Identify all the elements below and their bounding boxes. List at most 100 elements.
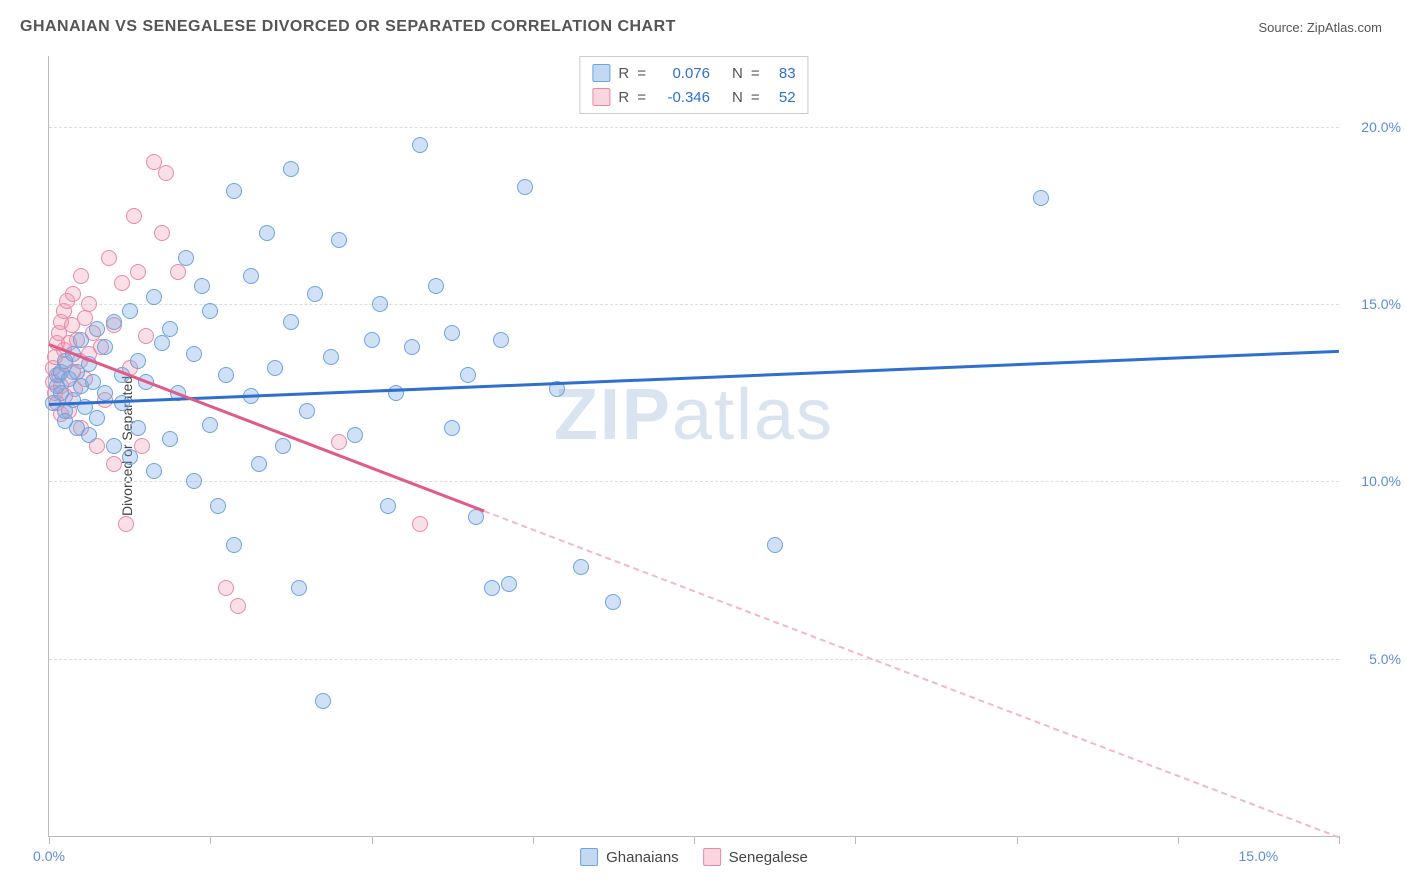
legend-n-label: N xyxy=(732,65,743,82)
data-point xyxy=(283,161,299,177)
legend-swatch xyxy=(703,848,721,866)
data-point xyxy=(307,286,323,302)
data-point xyxy=(122,303,138,319)
data-point xyxy=(81,427,97,443)
xtick-label-left: 0.0% xyxy=(33,848,65,864)
xtick xyxy=(210,836,211,844)
data-point xyxy=(412,137,428,153)
data-point xyxy=(218,580,234,596)
series-legend-item: Ghanaians xyxy=(580,848,679,866)
data-point xyxy=(243,268,259,284)
xtick xyxy=(1339,836,1340,844)
watermark: ZIPatlas xyxy=(554,374,834,456)
xtick xyxy=(533,836,534,844)
data-point xyxy=(484,580,500,596)
data-point xyxy=(130,420,146,436)
data-point xyxy=(106,456,122,472)
xtick xyxy=(1017,836,1018,844)
gridline xyxy=(49,127,1339,128)
legend-eq: = xyxy=(637,89,646,106)
data-point xyxy=(89,410,105,426)
data-point xyxy=(315,693,331,709)
xtick xyxy=(1178,836,1179,844)
data-point xyxy=(178,250,194,266)
data-point xyxy=(114,395,130,411)
data-point xyxy=(106,438,122,454)
legend-row: R=0.076N=83 xyxy=(592,61,795,85)
data-point xyxy=(122,449,138,465)
data-point xyxy=(573,559,589,575)
data-point xyxy=(186,473,202,489)
data-point xyxy=(230,598,246,614)
data-point xyxy=(444,325,460,341)
data-point xyxy=(517,179,533,195)
data-point xyxy=(65,286,81,302)
legend-n-value: 83 xyxy=(768,65,796,82)
data-point xyxy=(267,360,283,376)
xtick xyxy=(372,836,373,844)
data-point xyxy=(259,225,275,241)
data-point xyxy=(323,349,339,365)
data-point xyxy=(89,321,105,337)
data-point xyxy=(202,417,218,433)
data-point xyxy=(97,385,113,401)
data-point xyxy=(146,463,162,479)
source-label: Source: ZipAtlas.com xyxy=(1258,20,1382,35)
legend-r-label: R xyxy=(618,65,629,82)
data-point xyxy=(170,264,186,280)
data-point xyxy=(372,296,388,312)
legend-swatch xyxy=(580,848,598,866)
legend-eq: = xyxy=(637,65,646,82)
data-point xyxy=(1033,190,1049,206)
data-point xyxy=(251,456,267,472)
data-point xyxy=(444,420,460,436)
data-point xyxy=(347,427,363,443)
data-point xyxy=(493,332,509,348)
watermark-light: atlas xyxy=(672,375,834,455)
data-point xyxy=(81,296,97,312)
chart-title: GHANAIAN VS SENEGALESE DIVORCED OR SEPAR… xyxy=(20,18,676,36)
data-point xyxy=(194,278,210,294)
data-point xyxy=(158,165,174,181)
data-point xyxy=(162,321,178,337)
data-point xyxy=(73,332,89,348)
legend-r-label: R xyxy=(618,89,629,106)
legend-n-label: N xyxy=(732,89,743,106)
series-legend: Ghanaians Senegalese xyxy=(580,848,808,866)
data-point xyxy=(226,183,242,199)
ytick-label: 10.0% xyxy=(1347,473,1401,489)
legend-swatch xyxy=(592,64,610,82)
legend-swatch xyxy=(592,88,610,106)
data-point xyxy=(146,289,162,305)
data-point xyxy=(428,278,444,294)
ytick-label: 5.0% xyxy=(1347,651,1401,667)
data-point xyxy=(767,537,783,553)
data-point xyxy=(283,314,299,330)
data-point xyxy=(154,335,170,351)
data-point xyxy=(275,438,291,454)
data-point xyxy=(202,303,218,319)
data-point xyxy=(126,208,142,224)
data-point xyxy=(364,332,380,348)
data-point xyxy=(501,576,517,592)
data-point xyxy=(460,367,476,383)
legend-eq: = xyxy=(751,65,760,82)
data-point xyxy=(97,339,113,355)
legend-eq: = xyxy=(751,89,760,106)
data-point xyxy=(331,232,347,248)
data-point xyxy=(380,498,396,514)
legend-r-value: -0.346 xyxy=(654,89,710,106)
data-point xyxy=(226,537,242,553)
data-point xyxy=(114,275,130,291)
series-legend-label: Senegalese xyxy=(729,849,808,866)
xtick xyxy=(49,836,50,844)
data-point xyxy=(605,594,621,610)
data-point xyxy=(331,434,347,450)
legend-n-value: 52 xyxy=(768,89,796,106)
xtick xyxy=(694,836,695,844)
data-point xyxy=(154,225,170,241)
data-point xyxy=(138,328,154,344)
data-point xyxy=(218,367,234,383)
gridline xyxy=(49,481,1339,482)
data-point xyxy=(404,339,420,355)
